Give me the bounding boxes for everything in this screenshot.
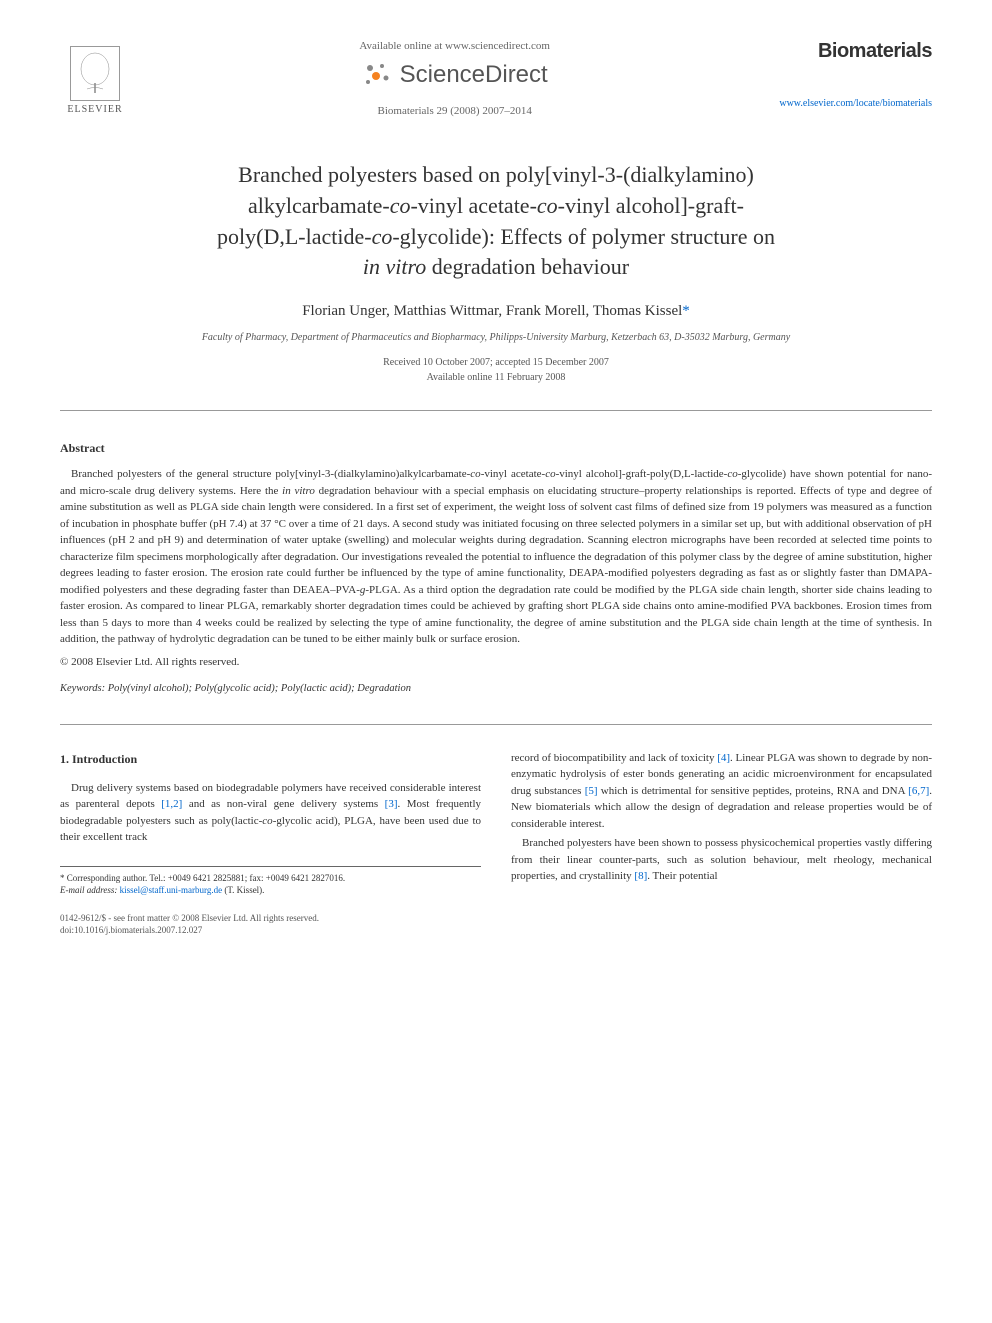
title-co-1: co: [390, 193, 411, 218]
abs-co3: co: [727, 468, 737, 480]
ref-link-3[interactable]: [3]: [385, 798, 398, 810]
right-column: record of biocompatibility and lack of t…: [511, 750, 932, 937]
abs-t1: Branched polyesters of the general struc…: [71, 468, 470, 480]
title-line-1: Branched polyesters based on poly[vinyl-…: [238, 162, 754, 187]
keywords-values: Poly(vinyl alcohol); Poly(glycolic acid)…: [105, 683, 411, 694]
journal-url-link[interactable]: www.elsevier.com/locate/biomaterials: [779, 98, 932, 109]
publisher-logo: ELSEVIER: [60, 40, 130, 120]
ref-link-8[interactable]: [8]: [634, 870, 647, 882]
intro-r5: Branched polyesters have been shown to p…: [511, 837, 932, 882]
sciencedirect-text: ScienceDirect: [400, 61, 548, 89]
abs-dl: D,L: [673, 468, 690, 480]
intro-para-1: Drug delivery systems based on biodegrad…: [60, 780, 481, 846]
abstract-body: Branched polyesters of the general struc…: [60, 466, 932, 648]
title-invitro: in vitro: [363, 254, 426, 279]
ref-link-67[interactable]: [6,7]: [908, 785, 929, 797]
footer-area: 0142-9612/$ - see front matter © 2008 El…: [60, 912, 481, 937]
doi-line: doi:10.1016/j.biomaterials.2007.12.027: [60, 924, 481, 937]
abstract-section: Abstract Branched polyesters of the gene…: [60, 441, 932, 694]
journal-header: ELSEVIER Available online at www.science…: [60, 40, 932, 120]
received-date: Received 10 October 2007; accepted 15 De…: [60, 355, 932, 370]
journal-branding: Biomaterials www.elsevier.com/locate/bio…: [779, 40, 932, 109]
title-line-2b: -vinyl acetate-: [410, 193, 536, 218]
intro-para-2: Branched polyesters have been shown to p…: [511, 835, 932, 885]
author-names: Florian Unger, Matthias Wittmar, Frank M…: [302, 303, 682, 319]
divider-1: [60, 410, 932, 411]
keywords-label: Keywords:: [60, 683, 105, 694]
intro-r6: . Their potential: [647, 870, 717, 882]
authors-list: Florian Unger, Matthias Wittmar, Frank M…: [60, 303, 932, 320]
footnote-area: * Corresponding author. Tel.: +0049 6421…: [60, 866, 481, 897]
publisher-name: ELSEVIER: [67, 104, 122, 115]
email-label: E-mail address:: [60, 885, 117, 895]
abstract-heading: Abstract: [60, 441, 932, 456]
left-column: 1. Introduction Drug delivery systems ba…: [60, 750, 481, 937]
corresponding-footnote: * Corresponding author. Tel.: +0049 6421…: [60, 872, 481, 885]
title-line-2a: alkylcarbamate-: [248, 193, 390, 218]
citation-text: Biomaterials 29 (2008) 2007–2014: [130, 105, 779, 117]
abs-co2: co: [545, 468, 555, 480]
intro-para-1-cont: record of biocompatibility and lack of t…: [511, 750, 932, 833]
sciencedirect-logo: ScienceDirect: [130, 60, 779, 90]
ref-link-4[interactable]: [4]: [717, 752, 730, 764]
abs-t4: -lactide-: [691, 468, 728, 480]
intro-t2: and as non-viral gene delivery systems: [182, 798, 384, 810]
affiliation: Faculty of Pharmacy, Department of Pharm…: [60, 332, 932, 343]
copyright-text: © 2008 Elsevier Ltd. All rights reserved…: [60, 656, 932, 668]
article-title-section: Branched polyesters based on poly[vinyl-…: [60, 160, 932, 385]
elsevier-tree-icon: [70, 46, 120, 101]
corresponding-asterisk: *: [682, 303, 690, 319]
available-date: Available online 11 February 2008: [60, 370, 932, 385]
keywords-line: Keywords: Poly(vinyl alcohol); Poly(glyc…: [60, 683, 932, 694]
ref-link-5[interactable]: [5]: [585, 785, 598, 797]
sciencedirect-icon: [362, 60, 392, 90]
divider-2: [60, 724, 932, 725]
title-line-2c: -vinyl alcohol]-graft-: [558, 193, 744, 218]
title-co-2: co: [537, 193, 558, 218]
body-columns: 1. Introduction Drug delivery systems ba…: [60, 750, 932, 937]
title-line-3a: poly(: [217, 224, 263, 249]
abs-t6: degradation behaviour with a special emp…: [60, 485, 932, 596]
title-co-3: co: [372, 224, 393, 249]
issn-line: 0142-9612/$ - see front matter © 2008 El…: [60, 912, 481, 925]
abs-co1: co: [470, 468, 480, 480]
title-line-3c: -glycolide): Effects of polymer structur…: [392, 224, 775, 249]
intro-co: co: [262, 815, 272, 827]
title-line-4: degradation behaviour: [426, 254, 629, 279]
ref-link-12[interactable]: [1,2]: [161, 798, 182, 810]
abs-t2: -vinyl acetate-: [481, 468, 546, 480]
article-title: Branched polyesters based on poly[vinyl-…: [60, 160, 932, 283]
email-link[interactable]: kissel@staff.uni-marburg.de: [117, 885, 222, 895]
email-suffix: (T. Kissel).: [222, 885, 264, 895]
journal-name: Biomaterials: [779, 40, 932, 63]
title-dl: D,L: [263, 224, 298, 249]
header-top-row: ELSEVIER Available online at www.science…: [60, 40, 932, 120]
intro-r1: record of biocompatibility and lack of t…: [511, 752, 717, 764]
intro-r3: which is detrimental for sensitive pepti…: [598, 785, 909, 797]
abs-invitro: in vitro: [282, 485, 315, 497]
introduction-heading: 1. Introduction: [60, 750, 481, 768]
available-online-text: Available online at www.sciencedirect.co…: [130, 40, 779, 52]
title-line-3b: -lactide-: [298, 224, 371, 249]
abs-t3: -vinyl alcohol]-graft-poly(: [556, 468, 674, 480]
center-header: Available online at www.sciencedirect.co…: [130, 40, 779, 117]
article-dates: Received 10 October 2007; accepted 15 De…: [60, 355, 932, 385]
email-line: E-mail address: kissel@staff.uni-marburg…: [60, 884, 481, 897]
